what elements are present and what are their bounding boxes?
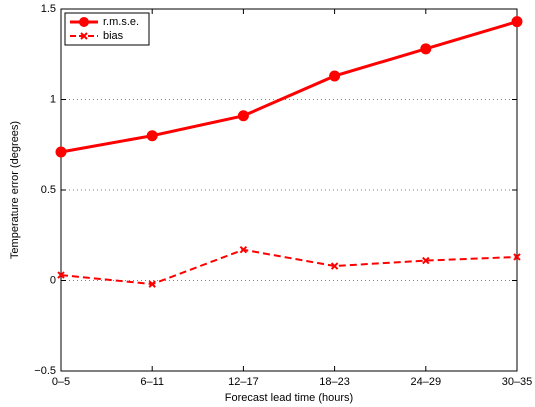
line	[60, 20, 518, 154]
x-tick-label: 12–17	[228, 376, 259, 388]
x-tick-label: 30–35	[502, 376, 533, 388]
legend-marker	[80, 32, 88, 40]
point	[420, 43, 432, 55]
point	[511, 16, 523, 28]
y-tick-label: 1	[50, 93, 56, 105]
point	[148, 280, 156, 288]
legend: r.m.s.e. bias	[64, 12, 150, 46]
y-tick-label: −0.5	[34, 365, 56, 377]
x-axis-label: Forecast lead time (hours)	[225, 392, 353, 404]
y-tick-label: 0.5	[41, 184, 56, 196]
x-tick-label: 24–29	[411, 376, 442, 388]
point	[513, 253, 521, 261]
y-tick-label: 1.5	[41, 3, 56, 15]
point	[329, 70, 341, 82]
x-tick-label: 6–11	[140, 376, 164, 388]
point	[237, 110, 249, 122]
point	[239, 246, 248, 254]
point	[146, 130, 158, 142]
y-tick-label: 0	[50, 274, 56, 286]
legend-box	[64, 12, 150, 46]
legend-label: r.m.s.e.	[103, 16, 139, 28]
point	[55, 146, 67, 158]
legend-label: bias	[103, 30, 124, 42]
legend-marker	[79, 17, 89, 27]
line	[60, 248, 518, 286]
plot-frame	[60, 8, 518, 372]
x-tick-label: 0–5	[52, 376, 70, 388]
y-axis-label: Temperature error (degrees)	[9, 121, 21, 259]
point	[330, 262, 339, 270]
point	[422, 256, 430, 265]
x-tick-label: 18–23	[319, 376, 350, 388]
point	[57, 271, 65, 279]
